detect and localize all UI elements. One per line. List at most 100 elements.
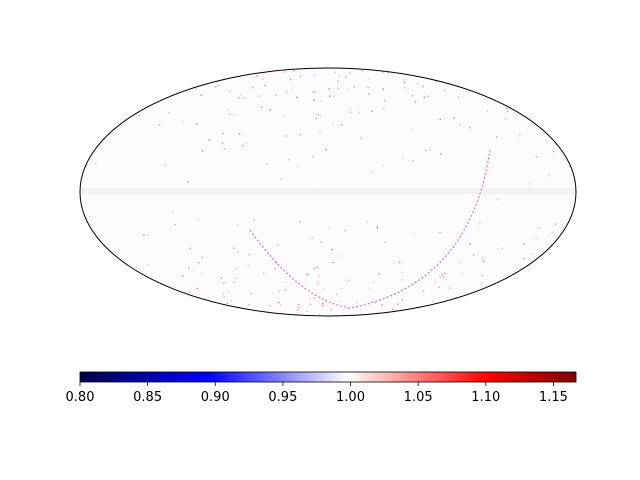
map-speckle (387, 72, 389, 74)
map-speckle (296, 96, 298, 98)
map-speckle (138, 114, 140, 117)
map-speckle (289, 78, 292, 81)
map-speckle (501, 247, 504, 250)
map-speckle (275, 94, 277, 96)
map-speckle (382, 88, 384, 90)
map-speckle (291, 87, 294, 89)
map-speckle (381, 164, 384, 167)
map-speckle (187, 181, 189, 183)
map-speckle (247, 264, 249, 267)
map-speckle (320, 241, 322, 243)
map-speckle (403, 79, 405, 81)
map-speckle (297, 304, 300, 306)
map-speckle (233, 281, 235, 283)
map-speckle (311, 237, 313, 239)
map-speckle (274, 268, 276, 270)
map-speckle (218, 84, 221, 87)
map-speckle (316, 266, 318, 268)
map-speckle (264, 84, 266, 87)
map-speckle (445, 279, 447, 281)
map-speckle (158, 124, 161, 126)
colorbar-ticks: 0.80 0.85 0.90 0.95 1.00 1.05 1.10 1.15 (66, 382, 568, 405)
map-speckle (369, 287, 371, 289)
map-speckle (288, 158, 290, 161)
map-speckle (189, 247, 191, 250)
map-speckle (349, 72, 351, 74)
map-speckle (320, 115, 322, 117)
map-speckle (479, 223, 481, 225)
map-speckle (312, 155, 314, 158)
colorbar-tick-label: 1.15 (539, 390, 568, 405)
map-speckle (235, 267, 238, 270)
map-speckle (322, 288, 325, 290)
colorbar-tick-label: 0.85 (133, 390, 162, 405)
map-speckle (317, 282, 319, 285)
map-speckle (322, 304, 324, 306)
map-speckle (392, 308, 394, 310)
colorbar-tick-label: 0.90 (201, 390, 230, 405)
map-speckle (333, 95, 335, 97)
map-speckle (339, 255, 341, 257)
map-speckle (285, 90, 288, 93)
map-speckle (226, 302, 228, 304)
map-speckle (89, 216, 91, 218)
map-speckle (208, 139, 210, 141)
map-speckle (278, 290, 281, 292)
map-speckle (248, 304, 250, 306)
map-speckle (337, 80, 339, 83)
map-speckle (425, 149, 427, 152)
map-speckle (422, 290, 425, 292)
map-speckle (538, 227, 541, 230)
map-speckle (237, 224, 239, 226)
map-speckle (147, 264, 149, 266)
map-speckle (318, 275, 320, 277)
map-speckle (382, 71, 384, 73)
map-speckle (497, 248, 499, 250)
map-speckle (245, 142, 247, 144)
map-speckle (444, 89, 446, 92)
map-speckle (504, 118, 507, 120)
map-speckle (384, 241, 386, 243)
map-speckle (313, 267, 316, 270)
map-speckle (248, 254, 250, 256)
map-speckle (347, 307, 349, 310)
map-speckle (441, 274, 444, 276)
map-speckle (404, 87, 406, 89)
map-speckle (332, 124, 334, 126)
map-speckle (371, 110, 373, 112)
map-speckle (348, 279, 350, 281)
map-speckle (200, 94, 202, 96)
map-speckle (371, 171, 373, 173)
map-speckle (284, 288, 287, 291)
map-speckle (381, 304, 383, 306)
map-speckle (262, 78, 264, 80)
colorbar-gradient (79, 371, 577, 383)
map-speckle (322, 302, 324, 305)
map-speckle (214, 86, 217, 88)
map-speckle (328, 88, 330, 90)
map-speckle (195, 88, 197, 90)
map-speckle (272, 291, 274, 294)
map-speckle (536, 156, 538, 158)
map-speckle (462, 271, 465, 274)
map-speckle (309, 303, 312, 305)
map-speckle (496, 198, 498, 201)
map-speckle (483, 260, 485, 263)
map-speckle (423, 96, 426, 98)
map-speckle (400, 279, 403, 281)
map-speckle (285, 281, 287, 283)
map-speckle (332, 261, 334, 264)
map-speckle (230, 299, 232, 302)
map-speckle (340, 288, 343, 290)
map-speckle (486, 110, 488, 113)
map-speckle (331, 248, 334, 251)
map-speckle (201, 256, 203, 259)
map-speckle (548, 174, 550, 177)
map-speckle (495, 136, 498, 138)
map-speckle (182, 120, 185, 123)
map-speckle (338, 76, 340, 78)
map-speckle (347, 89, 350, 91)
map-speckle (336, 293, 338, 296)
map-speckle (191, 270, 193, 273)
map-speckle (298, 307, 300, 309)
